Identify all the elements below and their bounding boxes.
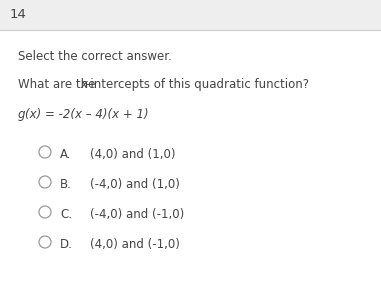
Text: D.: D. — [60, 238, 73, 251]
Text: (4,0) and (-1,0): (4,0) and (-1,0) — [90, 238, 180, 251]
Text: (-4,0) and (-1,0): (-4,0) and (-1,0) — [90, 208, 184, 221]
Text: -intercepts of this quadratic function?: -intercepts of this quadratic function? — [86, 78, 309, 91]
Text: What are the: What are the — [18, 78, 99, 91]
Text: (4,0) and (1,0): (4,0) and (1,0) — [90, 148, 176, 161]
Text: (x) = -2(x – 4)(x + 1): (x) = -2(x – 4)(x + 1) — [25, 108, 149, 121]
Text: A.: A. — [60, 148, 72, 161]
Bar — [0, 0, 381, 30]
Text: Select the correct answer.: Select the correct answer. — [18, 50, 172, 63]
Text: 14: 14 — [10, 8, 27, 22]
Text: C.: C. — [60, 208, 72, 221]
Text: g: g — [18, 108, 26, 121]
Text: (-4,0) and (1,0): (-4,0) and (1,0) — [90, 178, 180, 191]
Text: x: x — [80, 78, 87, 91]
Text: B.: B. — [60, 178, 72, 191]
